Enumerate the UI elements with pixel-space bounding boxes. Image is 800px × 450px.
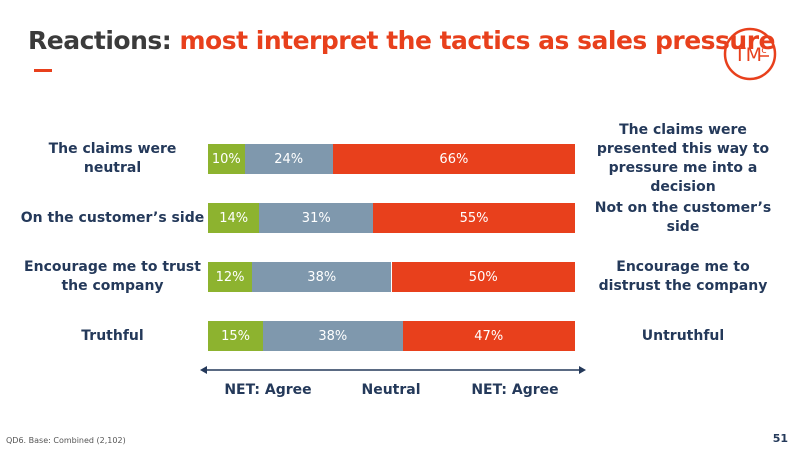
value-label: 12% — [215, 269, 245, 285]
category-label: The claims were neutral — [48, 141, 177, 176]
bar-segment: 50% — [391, 262, 575, 292]
value-label: 55% — [459, 210, 489, 226]
value-label: 47% — [474, 328, 504, 344]
right-label: The claims were presented this way to pr… — [596, 122, 770, 195]
bar-segment: 47% — [402, 321, 575, 351]
bar-segment: 12% — [208, 262, 253, 292]
value-label: 10% — [211, 151, 241, 167]
page-number: 51 — [772, 432, 788, 445]
axis-arrow — [200, 366, 586, 374]
value-label: 24% — [274, 151, 304, 167]
value-label: 14% — [219, 210, 249, 226]
category-label: Truthful — [81, 327, 144, 344]
bar-segment: 38% — [252, 262, 392, 292]
title-lead: Reactions: — [28, 26, 172, 55]
right-label: Encourage me to distrust the company — [598, 259, 768, 294]
value-label: 31% — [301, 210, 331, 226]
bar-segment: 38% — [263, 321, 403, 351]
value-label: 15% — [221, 328, 250, 344]
title-accent — [34, 69, 52, 72]
right-label: Not on the customer’s side — [594, 200, 772, 235]
category-label: On the customer’s side — [20, 209, 205, 226]
category-label: Encourage me to trust the company — [24, 259, 201, 294]
bar-segment: 55% — [373, 203, 575, 233]
bar-segment: 24% — [244, 144, 333, 174]
value-label: 38% — [318, 328, 348, 344]
title-rest: most interpret the tactics as sales pres… — [179, 26, 776, 55]
right-label: Untruthful — [641, 327, 725, 344]
bar-segment: 15% — [208, 321, 264, 351]
value-label: 50% — [468, 269, 498, 285]
bar-segment: 66% — [332, 144, 575, 174]
title: Reactions: most interpret the tactics as… — [28, 26, 776, 55]
value-label: 38% — [307, 269, 337, 285]
logo-sup: c — [761, 45, 767, 56]
footnote: QD6. Base: Combined (2,102) — [6, 436, 126, 445]
value-label: 66% — [439, 151, 469, 167]
bar-segment: 10% — [208, 144, 245, 174]
logo: TM c — [723, 27, 777, 81]
series-label: Neutral — [361, 381, 421, 398]
series-label: NET: Agree — [471, 381, 559, 398]
bar-segment: 31% — [259, 203, 374, 233]
bar-segment: 14% — [208, 203, 260, 233]
logo-main: TM — [733, 44, 762, 66]
series-label: NET: Agree — [224, 381, 312, 398]
